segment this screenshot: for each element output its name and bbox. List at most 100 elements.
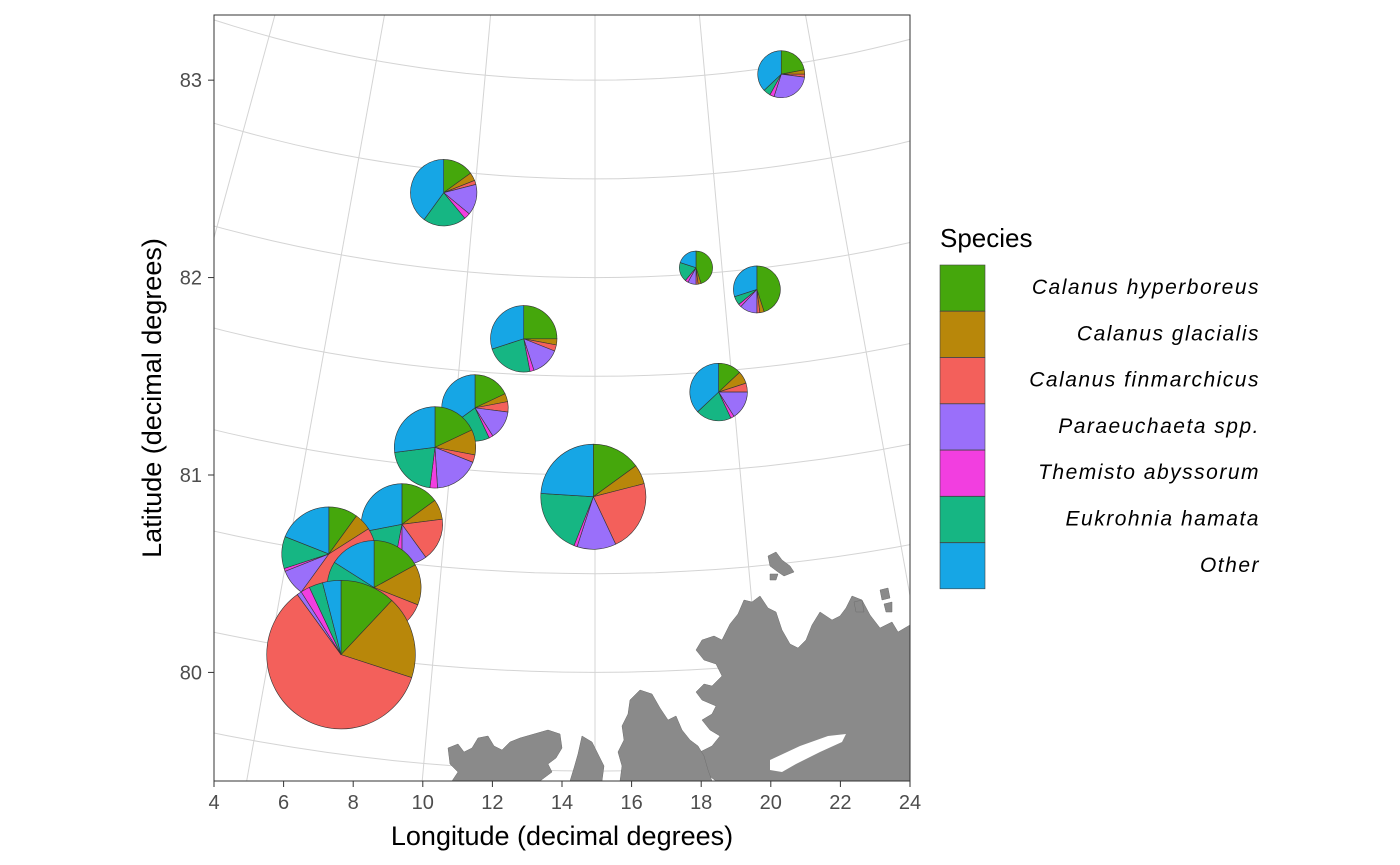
y-tick-label: 82 — [180, 268, 202, 290]
legend-swatch — [939, 542, 986, 590]
pie-slice — [773, 73, 805, 99]
x-tick-label: 20 — [760, 792, 782, 814]
y-tick-label: 80 — [180, 662, 202, 684]
x-axis-title: Longitude (decimal degrees) — [391, 821, 733, 851]
x-tick-label: 12 — [481, 792, 503, 814]
pie-slice — [695, 250, 713, 284]
pie-slice — [333, 540, 375, 589]
graticule-parallel — [214, 122, 910, 180]
pie-slice — [410, 159, 444, 220]
y-axis: 80 81 82 83 — [180, 70, 214, 684]
pie-slice — [780, 50, 805, 75]
graticule-parallel — [214, 530, 910, 575]
pie-slice — [394, 447, 436, 489]
pie-slice — [284, 506, 330, 555]
legend-swatch — [939, 310, 986, 358]
x-tick-label: 8 — [348, 792, 359, 814]
x-tick-label: 14 — [551, 792, 573, 814]
land-polygon-nordaustlandet — [693, 595, 910, 781]
pie-station-13 — [266, 580, 416, 730]
pie-slice — [540, 443, 594, 498]
graticule-parallel — [214, 631, 910, 673]
legend-title: Species — [940, 223, 1033, 253]
pie-slice — [401, 518, 443, 558]
graticule-meridian — [0, 0, 70, 713]
legend-swatch — [939, 357, 986, 404]
legend-label: Calanus finmarchicus — [1029, 369, 1260, 392]
land-polygon-island-a — [767, 551, 795, 577]
pie-slice — [679, 250, 697, 269]
y-tick-label: 81 — [180, 465, 202, 487]
legend-label: Calanus glacialis — [1077, 322, 1260, 345]
land-polygon-spitsbergen — [617, 689, 713, 781]
pie-slice — [689, 362, 719, 413]
pie-slice — [756, 265, 781, 313]
graticule-parallel — [214, 327, 910, 377]
graticule-meridian — [0, 0, 208, 865]
land-polygon-island-b — [769, 573, 779, 581]
pie-slice — [423, 192, 466, 227]
legend: Species Calanus hyperboreus Calanus glaci… — [939, 223, 1260, 590]
land-svalbard — [447, 551, 910, 781]
land-polygon-west — [447, 729, 563, 781]
legend-swatch — [939, 403, 986, 451]
graticule-meridian — [0, 0, 137, 825]
x-tick-label: 4 — [208, 792, 219, 814]
pie-slice — [523, 305, 558, 340]
graticule-meridian — [698, 15, 769, 781]
y-axis-title: Latitude (decimal degrees) — [137, 238, 167, 558]
pie-layer — [266, 50, 806, 730]
land-polygon-centre — [569, 735, 605, 781]
pie-station-8 — [393, 406, 476, 489]
legend-swatch — [939, 449, 986, 497]
graticule-meridian — [1294, 0, 1400, 292]
pie-station-4 — [733, 265, 781, 314]
legend-label: Eukrohnia hamata — [1066, 508, 1260, 531]
pie-slice — [393, 406, 436, 453]
pie-slice — [540, 493, 594, 546]
pie-slice — [434, 446, 474, 489]
pie-slice — [593, 443, 637, 498]
x-tick-label: 16 — [620, 792, 642, 814]
pie-slice — [757, 50, 782, 91]
pie-station-6 — [689, 362, 748, 422]
land-polygon-island-c — [879, 587, 891, 601]
pie-slice — [266, 594, 413, 730]
graticule-meridian — [1120, 0, 1400, 713]
pie-slice — [491, 338, 531, 373]
pie-slice — [434, 406, 473, 448]
pie-slice — [373, 540, 416, 589]
pie-slice — [322, 580, 342, 655]
legend-swatch — [939, 496, 986, 543]
x-tick-label: 10 — [412, 792, 434, 814]
pie-station-2 — [410, 159, 478, 227]
x-tick-label: 18 — [690, 792, 712, 814]
graticule-meridian — [0, 0, 7, 586]
legend-label: Themisto abyssorum — [1038, 461, 1260, 484]
x-tick-label: 24 — [899, 792, 921, 814]
graticule-meridian — [805, 15, 910, 599]
pie-station-3 — [679, 250, 713, 285]
x-tick-label: 22 — [829, 792, 851, 814]
graticule-meridian — [246, 15, 385, 781]
pie-slice — [697, 391, 732, 422]
pie-slice — [592, 483, 647, 545]
land-polygon-island-d — [883, 601, 893, 613]
graticule-meridian — [1053, 0, 1400, 825]
pie-station-9 — [540, 443, 647, 550]
legend-label: Paraeuchaeta spp. — [1058, 415, 1260, 438]
legend-swatch — [939, 264, 986, 312]
graticule-parallel — [214, 19, 910, 81]
graticule-meridian — [1241, 0, 1400, 446]
graticule-parallel — [214, 225, 910, 279]
land-polygon-island-e — [853, 599, 865, 613]
pie-slice — [733, 265, 758, 298]
graticule-meridian — [1342, 0, 1400, 128]
x-axis: 4 6 8 10 12 14 16 18 20 22 24 — [208, 781, 921, 814]
pie-slice — [340, 600, 416, 678]
pie-slice — [490, 305, 525, 350]
pie-station-1 — [757, 50, 806, 99]
fjord-water — [770, 734, 846, 772]
x-tick-label: 6 — [278, 792, 289, 814]
